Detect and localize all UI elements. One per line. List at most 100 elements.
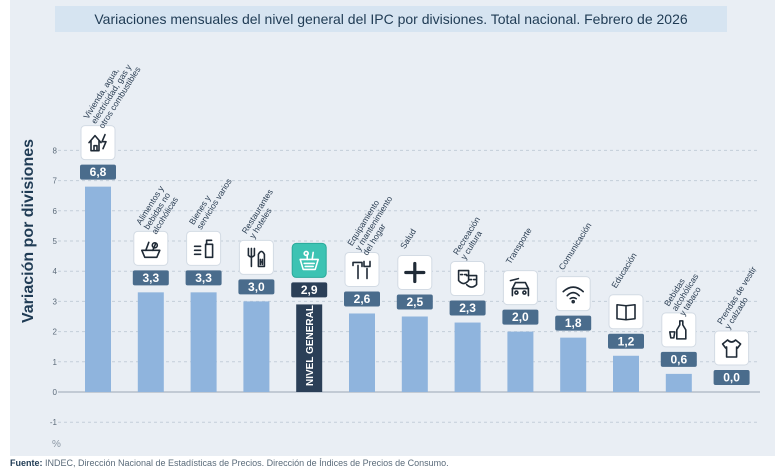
wifi-icon	[562, 286, 584, 304]
y-tick-label: 4	[53, 267, 58, 276]
bar-group: 2,6 Equipamientoy mantenimientodel hogar	[344, 189, 402, 392]
icon-tile	[133, 230, 169, 266]
tools-icon	[352, 260, 371, 280]
bar	[137, 292, 164, 392]
car-icon	[509, 277, 530, 297]
icon-tile	[555, 276, 591, 312]
icon-tile	[186, 230, 222, 266]
bar	[243, 301, 270, 392]
value-label: 3,3	[142, 271, 159, 285]
health-cross-icon	[404, 261, 426, 284]
y-unit-label: %	[52, 439, 61, 450]
value-label-box	[396, 294, 433, 310]
category-label-line: Salud	[398, 227, 418, 251]
category-label: Educación	[609, 251, 639, 290]
bar	[85, 186, 111, 392]
value-label: 1,8	[565, 316, 582, 330]
y-tick-label: 0	[53, 388, 58, 397]
category-label: Vivienda, agua,electricidad, gas yotros …	[81, 55, 142, 130]
category-label: Prendas de vestiry calzado	[715, 265, 766, 331]
value-label-box	[502, 309, 539, 325]
icon-tile	[291, 242, 327, 278]
shopping-basket-icon	[299, 250, 319, 271]
restaurant-icon	[247, 247, 266, 268]
chart-panel	[10, 0, 775, 456]
y-tick-label: 1	[53, 358, 58, 367]
theater-masks-icon	[457, 269, 478, 288]
value-label-box	[660, 351, 697, 367]
bar	[560, 337, 587, 392]
icon-tile	[714, 330, 750, 366]
category-label: Salud	[398, 227, 418, 251]
y-tick-label: 5	[53, 237, 58, 246]
bar-group: 2,0 Transporte	[502, 226, 539, 392]
personal-care-icon	[193, 239, 214, 259]
value-label-box	[185, 270, 222, 286]
bar-group: 2,5 Salud	[396, 227, 433, 392]
category-label-line: Educación	[609, 251, 639, 290]
value-label: 2,0	[512, 310, 529, 324]
bar	[190, 292, 217, 392]
value-label-box	[713, 370, 750, 385]
bar-group: 1,8 Comunicación	[555, 220, 594, 392]
food-basket-icon	[141, 241, 161, 259]
source-label: Fuente:	[10, 458, 43, 468]
bar-group: 2,9 NIVEL GENERAL	[291, 242, 328, 392]
bar-group: 3,0 Restaurantesy hoteles	[238, 187, 283, 392]
value-label: 2,6	[354, 292, 371, 306]
y-tick-label: 8	[53, 146, 58, 155]
value-label: 2,5	[406, 295, 423, 309]
value-label-box	[608, 333, 644, 349]
bar	[454, 322, 481, 392]
value-label-box	[449, 300, 486, 316]
bottle-icon	[669, 320, 687, 340]
value-label: 3,3	[195, 271, 212, 285]
icon-tile	[502, 270, 538, 306]
house-utilities-icon	[88, 133, 107, 152]
value-label: 1,2	[618, 334, 635, 348]
value-label-box	[555, 315, 592, 331]
value-label-box	[291, 282, 328, 298]
y-tick-label: 6	[53, 207, 58, 216]
value-label: 0,0	[723, 371, 740, 385]
bar	[507, 331, 534, 392]
icon-tile	[450, 261, 486, 297]
value-label: 0,6	[670, 352, 687, 366]
bar-group: 1,2 Educación	[608, 251, 644, 392]
y-tick-label: -1	[50, 418, 58, 427]
bar	[401, 316, 428, 392]
icon-tile	[238, 239, 274, 275]
value-label-box	[344, 291, 380, 307]
category-label: Recreacióny cultura	[451, 215, 490, 262]
value-label: 2,9	[301, 283, 318, 297]
bar-group: 0,0 Prendas de vestiry calzado	[713, 265, 766, 385]
icon-tile	[344, 251, 380, 287]
bar	[613, 355, 639, 392]
value-label-box	[132, 270, 169, 286]
y-tick-label: 2	[53, 328, 58, 337]
category-label: Bebidasalcohólicasy tabaco	[662, 267, 708, 318]
category-label: NIVEL GENERAL	[305, 305, 316, 386]
icon-tile	[661, 312, 697, 348]
tshirt-icon	[721, 339, 742, 358]
bar	[349, 313, 375, 392]
bar	[665, 373, 692, 392]
bar	[296, 304, 323, 392]
category-label: Restaurantesy hoteles	[240, 187, 283, 240]
category-label: Equipamientoy mantenimientodel hogar	[345, 189, 402, 257]
category-label: Comunicación	[556, 220, 593, 271]
category-label-line: Comunicación	[556, 220, 593, 271]
icon-tile	[80, 125, 116, 161]
book-icon	[616, 303, 636, 321]
value-label: 2,3	[459, 301, 476, 315]
bar-group: 6,8 Vivienda, agua,electricidad, gas yotr…	[80, 55, 143, 392]
bar-group: 0,6 Bebidasalcohólicasy tabaco	[660, 267, 708, 392]
category-label: Transporte	[504, 226, 534, 266]
source-text: INDEC, Dirección Nacional de Estadística…	[42, 458, 449, 468]
source-note: Fuente: INDEC, Dirección Nacional de Est…	[10, 458, 449, 468]
value-label: 3,0	[248, 280, 265, 294]
chart-title: Variaciones mensuales del nivel general …	[55, 6, 727, 32]
value-label-box	[238, 279, 275, 295]
